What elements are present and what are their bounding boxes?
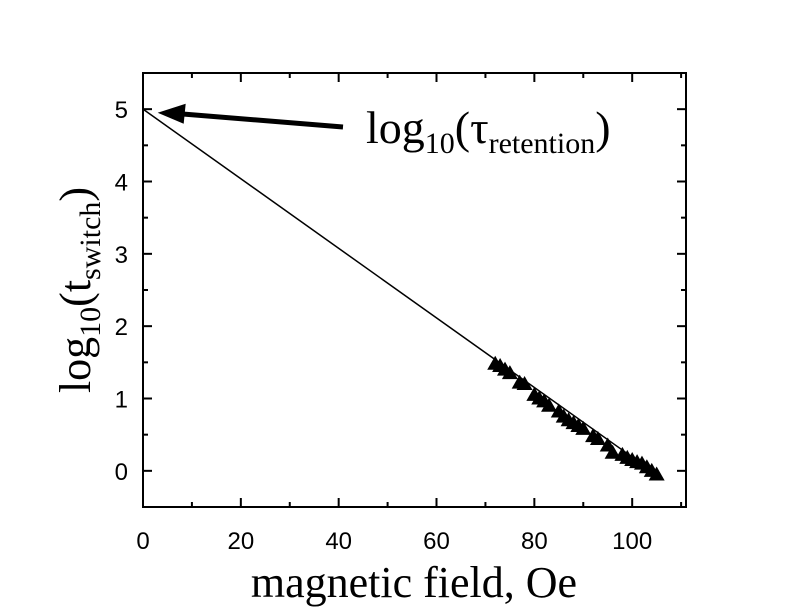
annotation-sub1: 10 (425, 127, 455, 160)
tick-labels: 0 20 40 60 80 100 0 1 2 3 4 5 (115, 97, 653, 555)
ylabel-log: log (51, 337, 100, 393)
x-tick-label: 40 (325, 528, 352, 555)
x-tick-label: 80 (521, 528, 548, 555)
data-point (648, 466, 665, 481)
ylabel-close: ) (51, 187, 100, 202)
y-tick-label: 1 (115, 387, 128, 414)
y-tick-label: 0 (115, 459, 128, 486)
annotation-arrow (179, 111, 344, 130)
retention-annotation: log10(τretention) (157, 102, 611, 160)
y-axis-title: log10(tswitch) (51, 187, 107, 393)
annotation-sub2: retention (489, 127, 596, 160)
y-tick-label: 2 (115, 314, 128, 341)
ylabel-sub1: 10 (74, 307, 107, 337)
ylabel-open: (t (51, 280, 100, 307)
y-tick-label: 4 (115, 170, 128, 197)
x-axis-title: magnetic field, Oe (251, 558, 577, 607)
y-tick-label: 5 (115, 97, 128, 124)
data-point (589, 431, 606, 446)
annotation-label: log10(τretention) (366, 102, 611, 160)
annotation-arrow-head (157, 103, 186, 124)
x-tick-label: 20 (227, 528, 254, 555)
axis-ticks (142, 72, 686, 508)
ylabel-sub2: switch (74, 202, 107, 280)
annotation-open: (τ (455, 102, 489, 153)
y-tick-label: 3 (115, 242, 128, 269)
data-point (516, 376, 533, 391)
data-points (487, 355, 665, 481)
x-tick-label: 60 (423, 528, 450, 555)
data-point (541, 397, 558, 412)
annotation-log: log (366, 102, 425, 153)
data-point (575, 420, 592, 435)
data-point (501, 365, 518, 380)
x-tick-label: 100 (612, 528, 652, 555)
data-point (604, 444, 621, 459)
x-tick-label: 0 (136, 528, 149, 555)
annotation-close: ) (595, 102, 610, 153)
y-axis-title-group: log10(tswitch) (51, 187, 107, 393)
fit-line (142, 108, 658, 476)
